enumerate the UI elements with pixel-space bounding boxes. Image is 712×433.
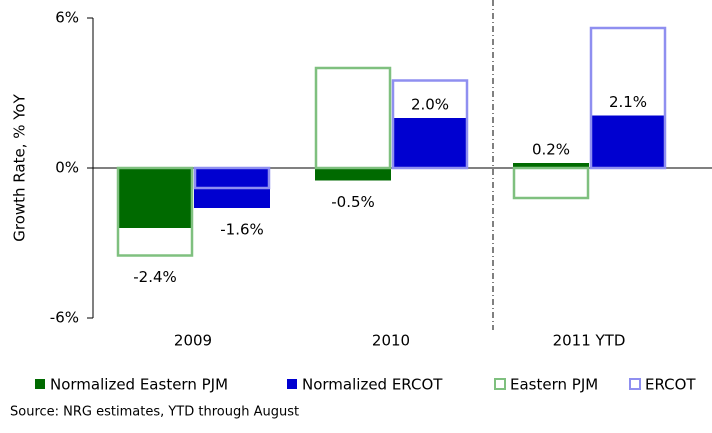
legend-label: Normalized ERCOT: [302, 376, 443, 394]
legend-label: Eastern PJM: [510, 376, 598, 394]
data-label: -2.4%: [133, 268, 177, 286]
y-tick-label: 0%: [55, 159, 79, 177]
y-axis-label: Growth Rate, % YoY: [11, 93, 29, 241]
x-tick-label: 2009: [174, 332, 212, 350]
data-label: -0.5%: [331, 193, 375, 211]
legend-swatch: [287, 379, 297, 389]
bar: [314, 66, 392, 170]
bar: [116, 166, 194, 257]
x-tick-label: 2010: [372, 332, 410, 350]
x-tick-label: 2011 YTD: [553, 332, 626, 350]
legend-swatch: [35, 379, 45, 389]
legend-swatch: [629, 378, 641, 390]
legend-label: Normalized Eastern PJM: [50, 376, 228, 394]
bar: [513, 163, 589, 168]
bar: [193, 166, 271, 190]
data-label: 0.2%: [532, 141, 570, 159]
bar: [392, 118, 468, 168]
bar: [391, 79, 469, 170]
bar: [590, 115, 666, 168]
data-label: -1.6%: [220, 221, 264, 239]
data-label: 2.0%: [411, 96, 449, 114]
bar: [589, 26, 667, 170]
bar: [512, 166, 590, 200]
bar: [315, 168, 391, 181]
y-tick-label: -6%: [50, 309, 79, 327]
data-label: 2.1%: [609, 93, 647, 111]
y-tick-label: 6%: [55, 9, 79, 27]
bar: [117, 168, 193, 228]
source-note: Source: NRG estimates, YTD through Augus…: [10, 405, 299, 420]
legend-label: ERCOT: [645, 376, 696, 394]
legend-swatch: [494, 378, 506, 390]
